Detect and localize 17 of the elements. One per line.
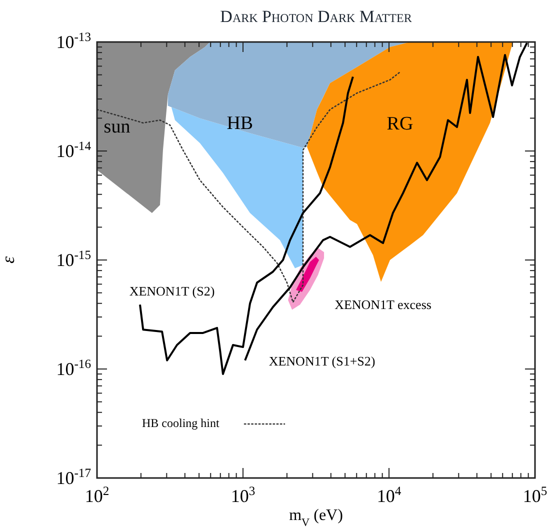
- x-tick-label: 10$^{3}$: [230, 484, 256, 506]
- x-axis-title: m$_{V}$ (eV): [289, 507, 343, 529]
- series-label: sun: [104, 116, 131, 138]
- series-label: RG: [386, 113, 414, 134]
- x-tick-label: 10$^{4}$: [376, 484, 402, 506]
- x-tick-label: 10$^{5}$: [522, 484, 548, 506]
- series-label: XENON1T (S1+S2): [268, 353, 376, 368]
- legend-label: HB cooling hint: [142, 416, 220, 430]
- series-label: HB: [226, 112, 254, 134]
- y-tick-label: 10$^{-16}$: [56, 357, 91, 379]
- chart-title: Dark Photon Dark Matter: [220, 7, 412, 26]
- y-axis-title: ε: [0, 256, 18, 264]
- y-tick-label: 10$^{-15}$: [56, 248, 91, 270]
- series-label: XENON1T excess: [334, 296, 432, 312]
- series-label: XENON1T (S2): [129, 284, 215, 299]
- y-tick-label: 10$^{-14}$: [56, 139, 92, 161]
- y-tick-label: 10$^{-13}$: [56, 30, 91, 52]
